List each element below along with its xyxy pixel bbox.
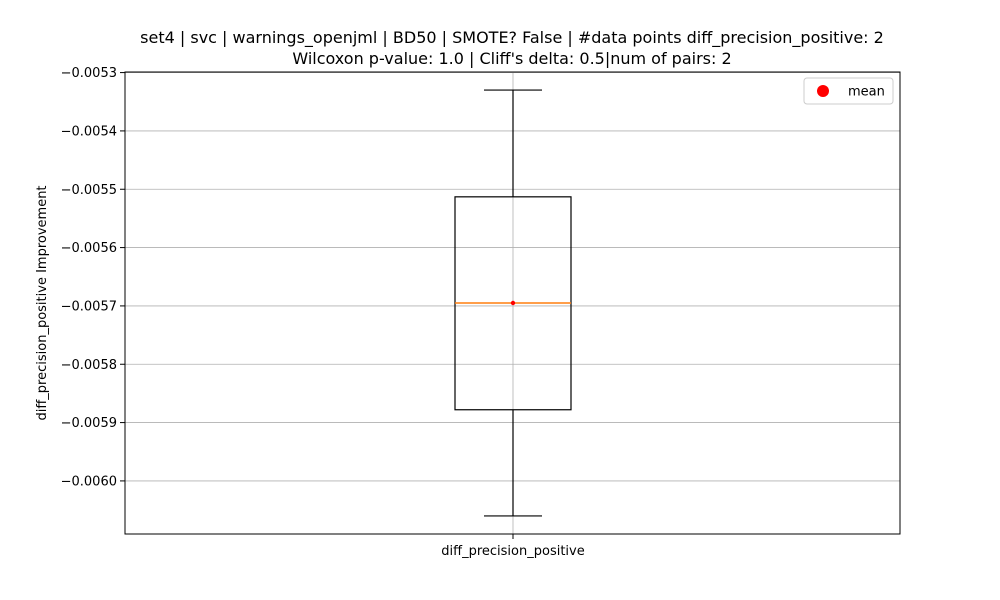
y-tick-label: −0.0054 [61,124,117,139]
legend-frame [803,77,894,105]
y-tick-label: −0.0053 [61,66,117,81]
y-tick-label: −0.0058 [61,358,117,373]
legend-mean-marker [817,85,829,97]
legend-entry-mean: mean [848,85,885,100]
chart-title-line-2: Wilcoxon p-value: 1.0 | Cliff's delta: 0… [292,49,731,68]
y-tick-label: −0.0056 [61,241,117,256]
y-tick-label: −0.0059 [61,416,117,431]
chart-title-line-1: set4 | svc | warnings_openjml | BD50 | S… [140,28,884,48]
box-plot-marks [454,89,572,517]
chart-title: set4 | svc | warnings_openjml | BD50 | S… [140,28,884,68]
y-tick-label: −0.0055 [61,183,117,198]
y-tick-label: −0.0057 [61,299,117,314]
x-tick-label: diff_precision_positive [441,544,584,559]
y-tick-label: −0.0060 [61,474,117,489]
axes: −0.0053 −0.0054 −0.0055 −0.0056 −0.0057 −0.00… [61,66,585,559]
y-axis-label: diff_precision_positive Improvement [35,185,50,420]
legend: mean [803,77,894,105]
mean-marker [510,300,516,306]
